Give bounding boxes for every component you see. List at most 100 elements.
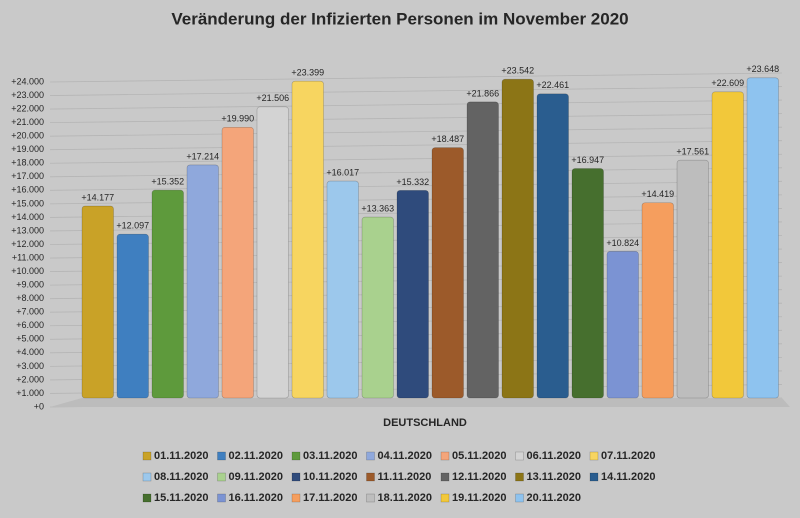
legend-label: 02.11.2020 — [229, 450, 283, 462]
legend-label: 12.11.2020 — [452, 471, 506, 483]
bar — [81, 205, 114, 399]
y-tick-label: +9.000 — [16, 280, 44, 290]
legend-swatch — [291, 451, 301, 461]
legend-label: 16.11.2020 — [229, 492, 283, 504]
bar — [711, 91, 744, 399]
value-label: +19.990 — [221, 114, 254, 124]
bar — [186, 164, 219, 399]
legend-label: 11.11.2020 — [378, 471, 432, 483]
bar — [431, 147, 464, 399]
y-tick-label: +13.000 — [11, 225, 44, 235]
grid-line — [49, 126, 783, 137]
legend-label: 03.11.2020 — [303, 450, 357, 462]
value-label: +23.399 — [291, 68, 324, 78]
legend-swatch — [515, 451, 524, 461]
value-label: +16.947 — [571, 155, 604, 165]
value-label: +23.542 — [501, 66, 534, 76]
y-tick-label: +24.000 — [11, 76, 44, 86]
value-label: +15.332 — [396, 177, 429, 187]
y-tick-label: +11.000 — [12, 252, 44, 262]
value-label: +14.419 — [641, 189, 674, 199]
legend-label: 01.11.2020 — [154, 450, 208, 462]
y-tick-label: +3.000 — [16, 361, 44, 371]
legend-swatch — [291, 493, 301, 503]
legend-swatch — [217, 493, 226, 503]
bar — [641, 202, 674, 399]
legend-label: 04.11.2020 — [378, 450, 432, 462]
bar — [571, 168, 604, 399]
floor — [50, 398, 790, 407]
y-tick-label: +0 — [34, 401, 44, 411]
y-tick-label: +17.000 — [11, 171, 44, 181]
legend-label: 14.11.2020 — [601, 471, 655, 483]
bar — [606, 251, 639, 399]
legend-label: 07.11.2020 — [601, 450, 655, 462]
y-tick-label: +7.000 — [16, 307, 44, 317]
bar — [116, 233, 149, 399]
legend-swatch — [366, 451, 375, 461]
y-tick-label: +5.000 — [16, 334, 44, 344]
legend-swatch — [217, 472, 226, 482]
bar — [221, 127, 254, 399]
bar — [326, 180, 359, 399]
y-tick-label: +14.000 — [11, 212, 44, 222]
legend-label: 17.11.2020 — [303, 492, 357, 504]
value-label: +17.561 — [676, 147, 709, 157]
value-label: +12.097 — [116, 221, 149, 231]
y-tick-label: +15.000 — [11, 198, 44, 208]
bar — [151, 189, 184, 399]
value-label: +22.609 — [711, 78, 744, 88]
y-tick-label: +23.000 — [11, 90, 44, 100]
legend-swatch — [440, 451, 450, 461]
legend-swatch — [366, 472, 375, 482]
bar — [396, 190, 429, 399]
legend-label: 18.11.2020 — [378, 492, 432, 504]
bar — [676, 159, 709, 399]
bar — [746, 77, 779, 399]
value-label: +15.352 — [151, 176, 184, 186]
value-label: +13.363 — [361, 203, 394, 213]
grid-line — [49, 140, 783, 151]
value-label: +18.487 — [431, 134, 464, 144]
y-tick-label: +6.000 — [16, 320, 44, 330]
y-tick-label: +16.000 — [11, 185, 44, 195]
bar — [466, 101, 499, 399]
y-tick-label: +1.000 — [16, 388, 44, 398]
bar — [536, 93, 569, 399]
y-tick-label: +20.000 — [11, 131, 44, 141]
legend-label: 20.11.2020 — [527, 492, 581, 504]
value-label: +17.214 — [186, 151, 219, 161]
bar — [291, 80, 324, 399]
value-label: +21.866 — [466, 88, 499, 98]
grid-line — [49, 86, 783, 96]
legend-label: 13.11.2020 — [527, 471, 581, 483]
legend-swatch — [366, 493, 375, 503]
grid-line — [49, 72, 783, 83]
legend-label: 15.11.2020 — [154, 492, 208, 504]
legend-swatch — [515, 472, 524, 482]
grid-line — [49, 180, 783, 191]
y-tick-label: +12.000 — [11, 239, 44, 249]
y-tick-label: +4.000 — [16, 347, 44, 357]
legend-swatch — [589, 451, 599, 461]
value-label: +14.177 — [81, 192, 114, 202]
legend-swatch — [589, 472, 599, 482]
x-tick-label: DEUTSCHLAND — [383, 417, 467, 429]
y-tick-label: +8.000 — [16, 293, 44, 303]
legend-label: 19.11.2020 — [452, 492, 506, 504]
legend-swatch — [142, 493, 152, 503]
legend-swatch — [142, 472, 152, 482]
chart-title: Veränderung der Infizierten Personen im … — [171, 9, 628, 28]
y-tick-label: +19.000 — [11, 144, 44, 154]
grid-line — [49, 113, 783, 124]
value-label: +22.461 — [536, 80, 569, 90]
legend-label: 10.11.2020 — [303, 471, 357, 483]
legend-label: 06.11.2020 — [527, 450, 581, 462]
bar — [256, 106, 289, 399]
legend-swatch — [217, 451, 226, 461]
y-tick-label: +21.000 — [11, 117, 44, 127]
legend-swatch — [440, 472, 450, 482]
legend-label: 05.11.2020 — [452, 450, 506, 462]
